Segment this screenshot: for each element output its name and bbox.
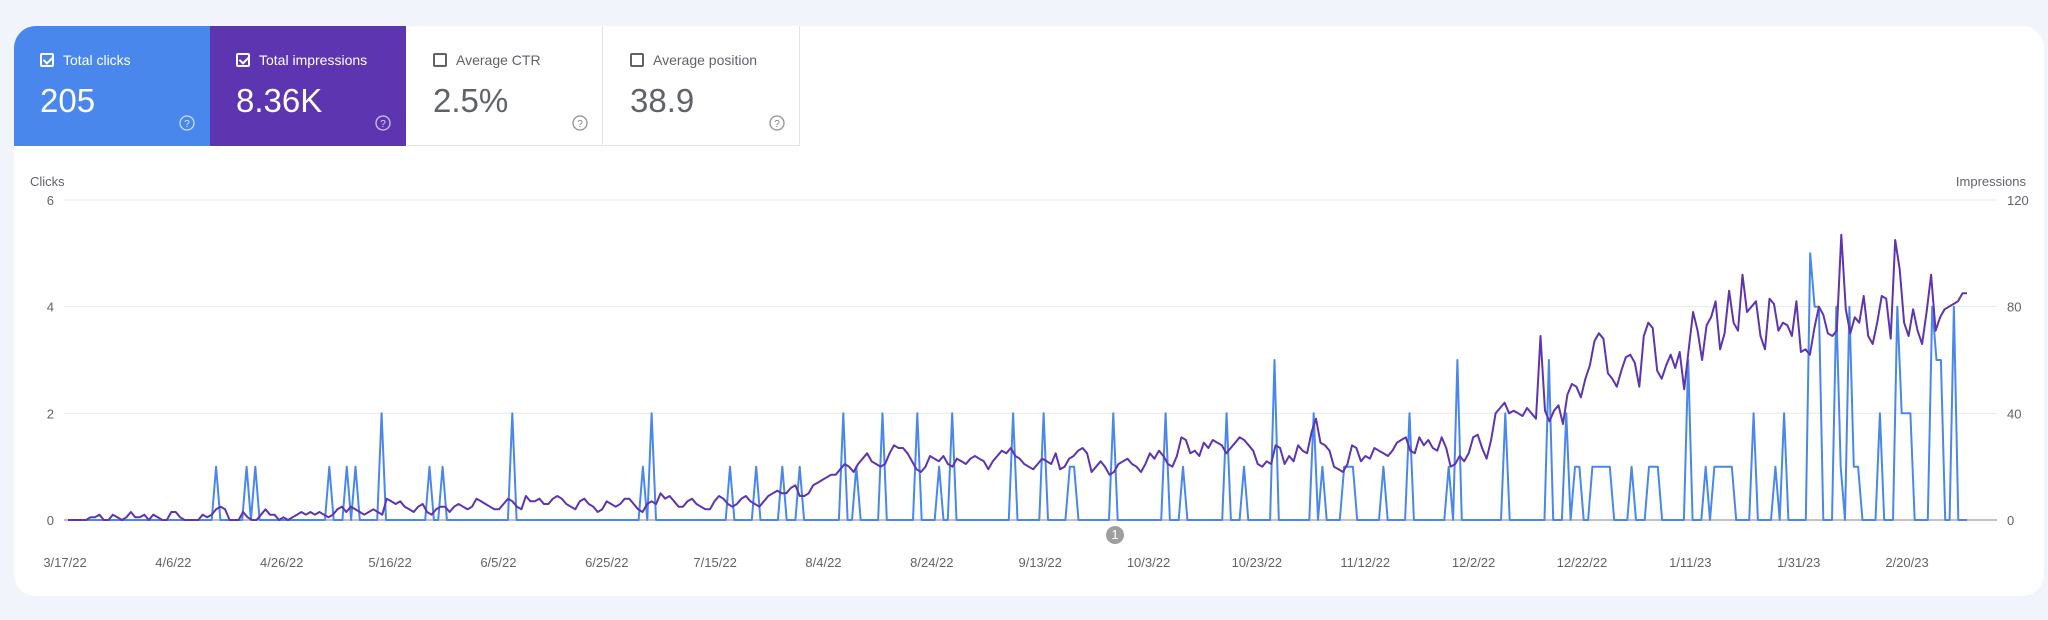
x-tick-label: 8/4/22 (805, 555, 841, 570)
series-line-clicks (68, 252, 1967, 521)
right-axis-label: Impressions (1956, 174, 2027, 189)
x-tick-label: 3/17/22 (43, 555, 86, 570)
x-tick-label: 4/26/22 (260, 555, 303, 570)
x-tick-label: 12/2/22 (1452, 555, 1495, 570)
x-tick-label: 1/11/23 (1669, 555, 1711, 570)
y-right-tick-label: 40 (2007, 406, 2021, 421)
y-left-tick-label: 0 (47, 513, 54, 528)
y-right-tick-label: 120 (2007, 193, 2029, 208)
x-tick-label: 8/24/22 (910, 555, 953, 570)
metric-value: 205 (40, 82, 96, 119)
y-right-tick-label: 0 (2007, 513, 2014, 528)
svg-text:?: ? (184, 119, 190, 130)
y-left-tick-label: 2 (47, 406, 54, 421)
x-tick-label: 10/3/22 (1127, 555, 1170, 570)
checkbox-icon[interactable] (433, 53, 447, 67)
x-tick-label: 7/15/22 (693, 555, 736, 570)
checkbox-icon[interactable] (630, 53, 644, 67)
x-tick-label: 6/5/22 (480, 555, 516, 570)
metric-label: Average position (653, 52, 758, 68)
left-axis-label: Clicks (30, 174, 65, 189)
svg-text:?: ? (774, 119, 780, 130)
metric-label: Total clicks (63, 52, 131, 68)
metric-value: 8.36K (236, 82, 323, 119)
x-tick-label: 12/22/22 (1557, 555, 1608, 570)
help-icon[interactable]: ? (179, 115, 195, 131)
y-left-tick-label: 6 (47, 193, 54, 208)
metric-value: 38.9 (630, 82, 695, 119)
x-tick-label: 1/31/23 (1777, 555, 1820, 570)
x-tick-label: 5/16/22 (368, 555, 411, 570)
annotation-marker (1106, 526, 1124, 544)
help-icon[interactable]: ? (375, 115, 391, 131)
x-tick-label: 10/23/22 (1232, 555, 1283, 570)
x-tick-label: 11/12/22 (1340, 555, 1390, 570)
x-tick-label: 9/13/22 (1018, 555, 1061, 570)
y-left-tick-label: 4 (47, 300, 54, 315)
x-tick-label: 4/6/22 (155, 555, 191, 570)
metric-average-position[interactable]: Average position 38.9 ? (604, 26, 800, 146)
help-icon[interactable]: ? (769, 115, 785, 131)
metric-label: Total impressions (259, 52, 368, 68)
checkbox-icon[interactable] (236, 53, 250, 67)
metric-average-ctr[interactable]: Average CTR 2.5% ? (407, 26, 603, 146)
metric-label: Average CTR (456, 52, 541, 68)
metric-value: 2.5% (433, 82, 509, 119)
x-tick-label: 6/25/22 (585, 555, 628, 570)
annotation-marker-label: 1 (1111, 527, 1118, 542)
performance-chart: Clicks Impressions 0 2 4 6 0 40 80 120 3/17/22 4/… (30, 174, 2029, 570)
help-icon[interactable]: ? (572, 115, 588, 131)
checkbox-icon[interactable] (40, 53, 54, 67)
y-right-tick-label: 80 (2007, 300, 2021, 315)
performance-card: Total clicks 205 ? Total impressions 8.3… (14, 26, 2044, 596)
metric-total-clicks[interactable]: Total clicks 205 ? (14, 26, 210, 146)
svg-text:?: ? (380, 119, 386, 130)
metric-total-impressions[interactable]: Total impressions 8.36K ? (210, 26, 406, 146)
series-line-impressions (68, 233, 1967, 521)
x-tick-label: 2/20/23 (1885, 555, 1928, 570)
svg-text:?: ? (577, 119, 583, 130)
